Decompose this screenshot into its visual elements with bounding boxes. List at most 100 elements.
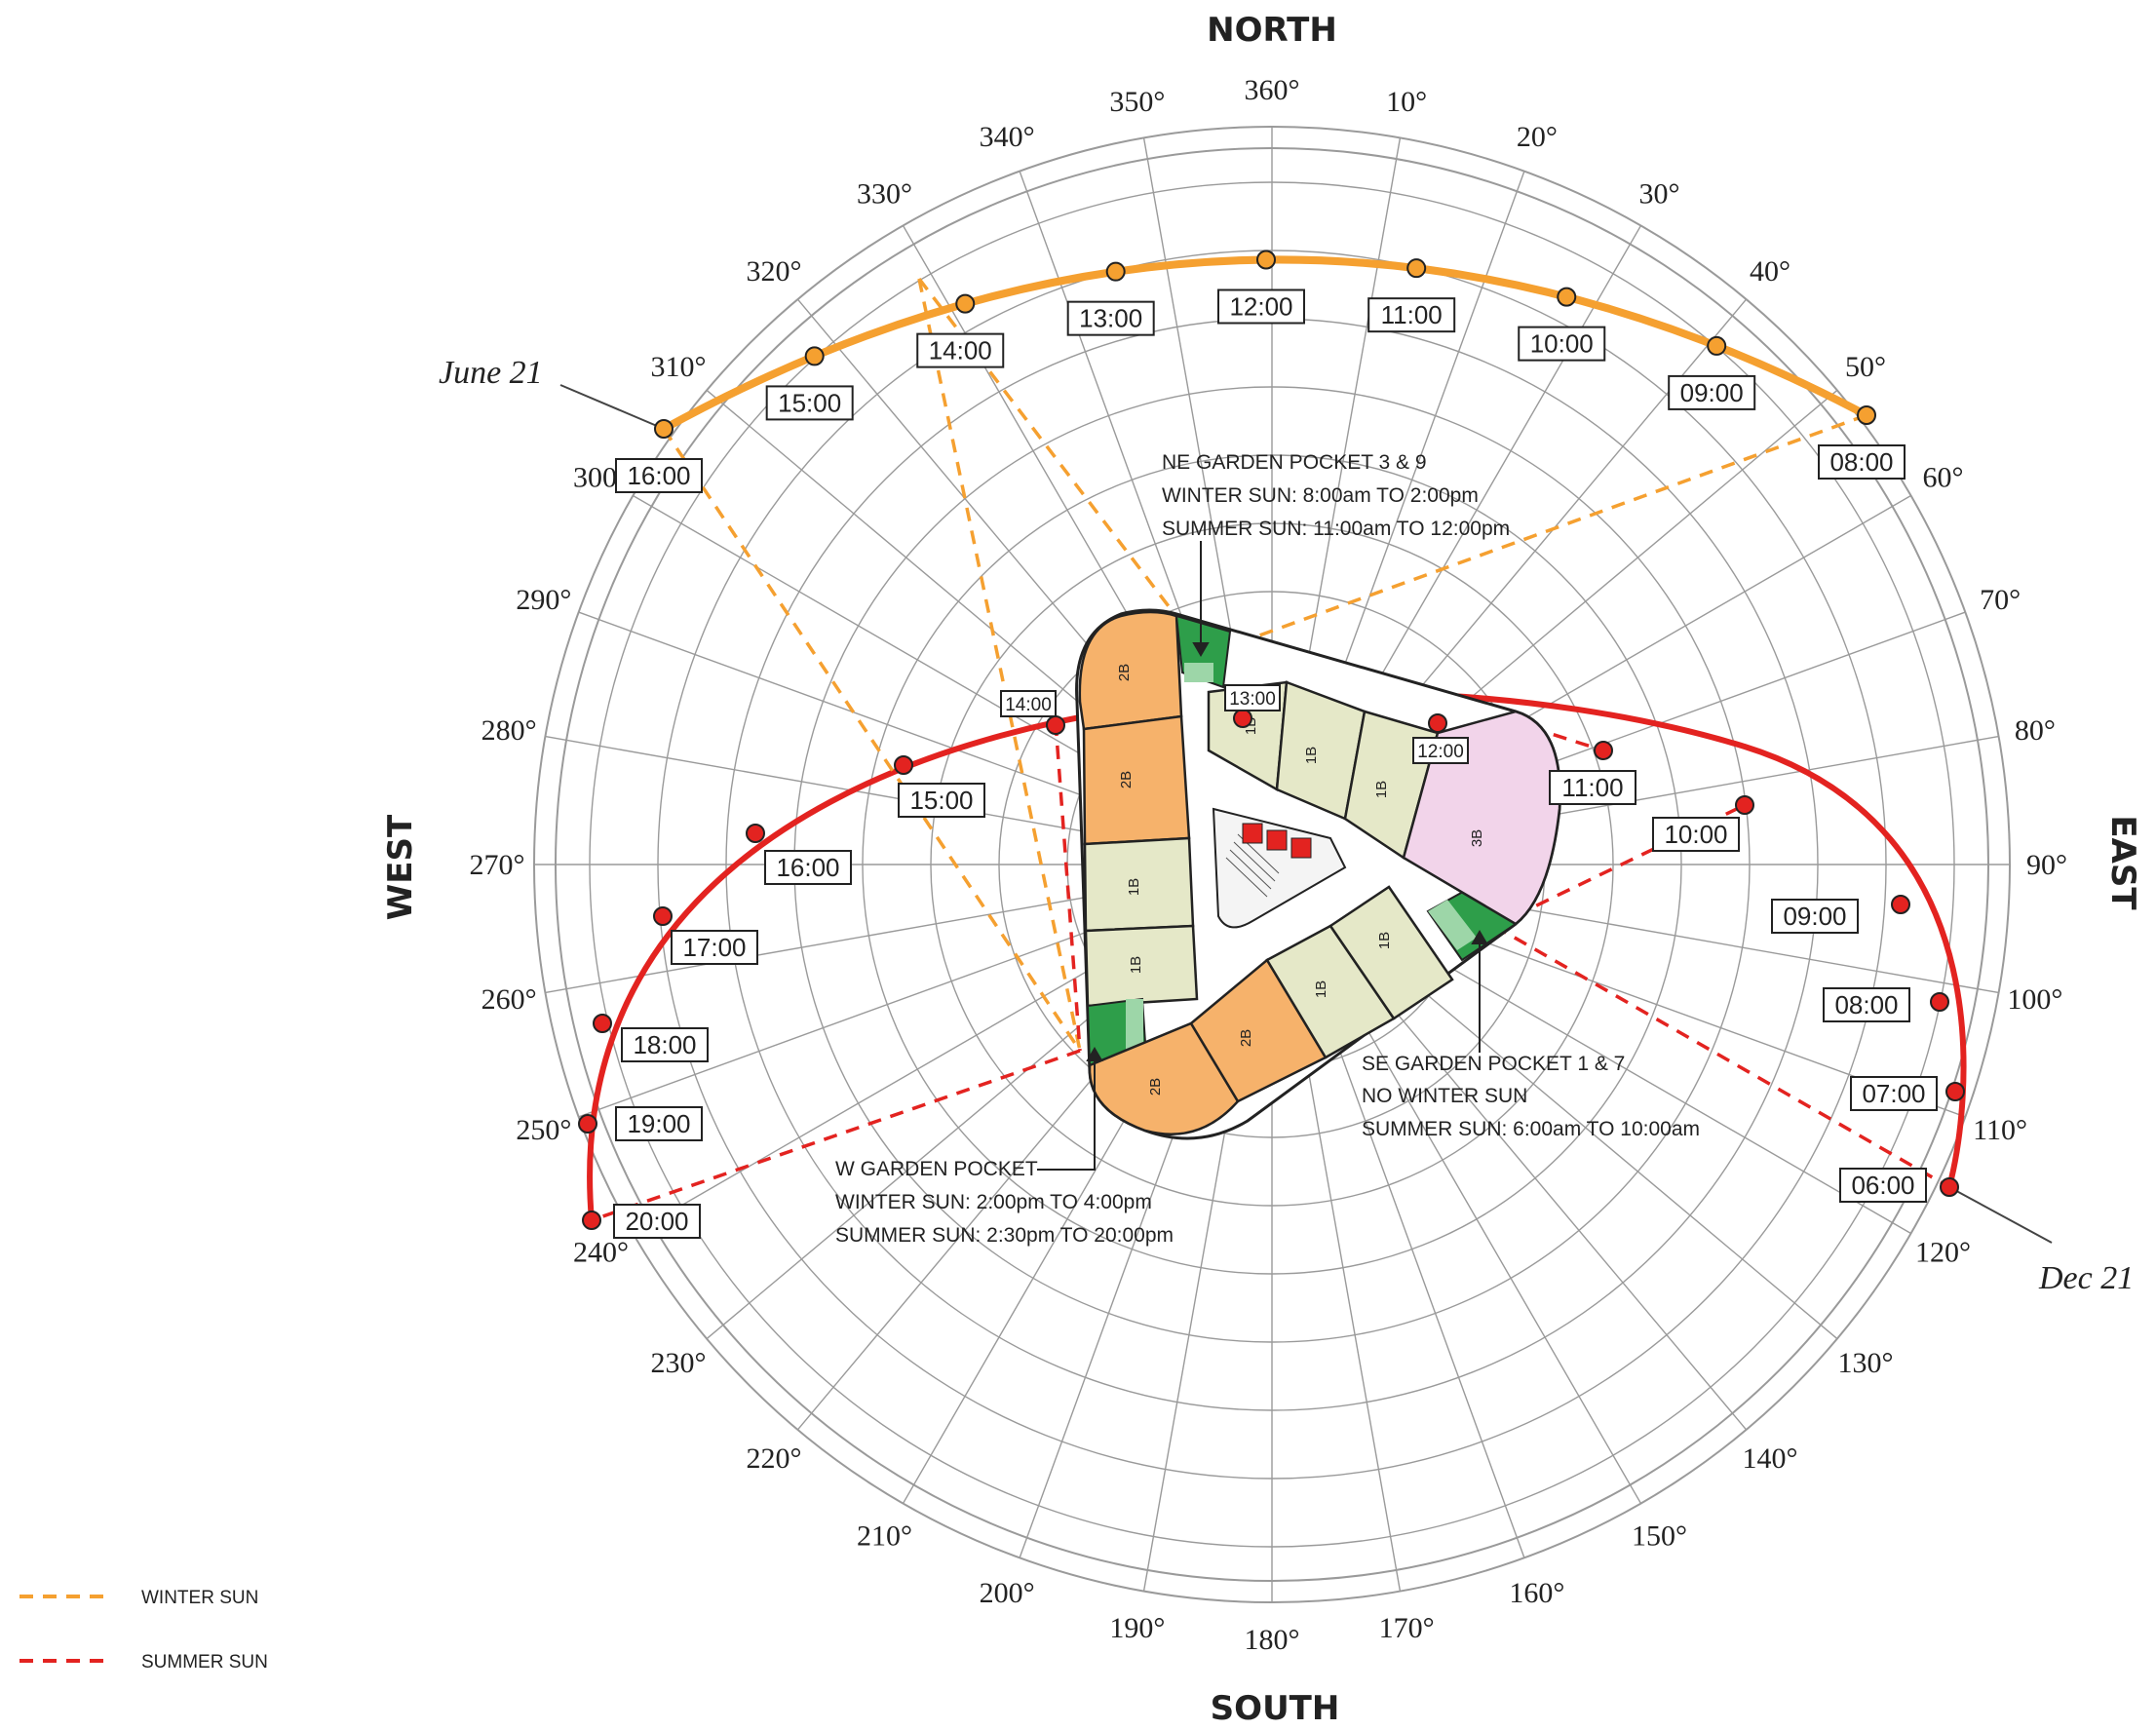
degree-label: 100° [2007,983,2062,1016]
degree-label: 110° [1973,1114,2027,1146]
unit-3b [1402,710,1561,926]
time-label: 15:00 [765,385,854,421]
degree-label: 340° [980,121,1035,153]
time-label: 14:00 [916,332,1005,368]
degree-label: 50° [1845,351,1886,383]
time-label-box [1818,444,1906,480]
time-label: 20:00 [613,1204,701,1239]
unit-label: 1B [1313,980,1329,998]
time-label-text: 12:00 [1417,742,1464,762]
garden-pocket-se-light [1428,900,1477,950]
time-label-text: 16:00 [627,461,690,490]
time-label: 07:00 [1850,1076,1938,1111]
legend-winter-label: WINTER SUN [141,1588,258,1608]
degree-label: 200° [980,1577,1035,1609]
degree-label: 150° [1632,1520,1687,1553]
degree-label: 210° [857,1520,912,1553]
time-label-text: 08:00 [1834,990,1898,1019]
time-label-box [764,850,852,885]
degree-label: 10° [1386,86,1427,118]
degree-label: 60° [1923,462,1964,494]
time-label-text: 11:00 [1561,773,1623,802]
time-label-box [1412,737,1469,764]
degree-label: 130° [1838,1347,1894,1379]
se-garden-note: SE GARDEN POCKET 1 & 7 NO WINTER SUN SUM… [1362,1053,1700,1140]
time-label-box [1224,684,1281,711]
summer-sun-path [587,689,1967,1221]
se-note-title: SE GARDEN POCKET 1 & 7 [1362,1053,1625,1075]
time-label-box [613,1204,701,1239]
degree-label: 80° [2015,714,2056,747]
time-label: 08:00 [1823,987,1910,1022]
time-label-box [1066,300,1155,336]
sun-position-marker [1707,335,1727,356]
time-label-box [1850,1076,1938,1111]
unit-label: 2B [1118,771,1135,788]
time-label-text: 14:00 [929,336,992,365]
sun-position-marker [1857,405,1876,425]
time-label: 09:00 [1771,899,1859,934]
degree-label: 70° [1980,584,2021,616]
sun-position-marker [582,1211,601,1230]
time-label-box [1823,987,1910,1022]
unit-label: 3B [1469,829,1485,847]
unit-label: 1B [1376,932,1393,949]
degree-label: 320° [747,255,802,288]
time-label: 09:00 [1668,374,1756,410]
ne-note-winter: WINTER SUN: 8:00am TO 2:00pm [1162,484,1479,507]
core-lift-2 [1266,829,1288,851]
degree-label: 260° [481,983,537,1016]
degree-label: 310° [651,351,707,383]
time-label-text: 16:00 [776,853,839,882]
unit-label: 2B [1147,1078,1164,1096]
degree-label: 230° [651,1347,707,1379]
degree-label: 160° [1509,1577,1564,1609]
unit-label: 1B [1303,747,1320,764]
time-label-box [1839,1168,1927,1203]
degree-label: 20° [1517,121,1558,153]
degree-label: 280° [481,714,537,747]
time-label-box [1518,326,1606,362]
se-note-winter: NO WINTER SUN [1362,1085,1527,1107]
time-label-text: 15:00 [778,388,841,417]
garden-pocket-ne-light [1184,663,1213,682]
time-label-text: 08:00 [1829,447,1893,477]
sun-position-marker [1105,261,1126,282]
time-label-box [1668,374,1756,410]
annotation-leaders [1037,541,1488,1171]
degree-label: 170° [1379,1612,1435,1644]
unit-label: 1B [1128,956,1144,974]
time-label-text: 20:00 [625,1207,688,1236]
time-label: 14:00 [1000,690,1057,717]
time-label-box [615,1106,703,1141]
time-label-text: 10:00 [1664,820,1727,849]
sun-position-marker [1557,287,1577,307]
time-label-box [916,332,1005,368]
time-label: 19:00 [615,1106,703,1141]
time-label: 16:00 [764,850,852,885]
unit-1b-left-b [1084,924,1199,1008]
degree-label: 350° [1109,86,1165,118]
sun-position-marker [894,755,913,775]
time-label-text: 07:00 [1862,1079,1925,1108]
sun-position-marker [1428,713,1447,733]
sun-position-marker [1594,741,1613,760]
west-label: WEST [381,814,420,920]
time-label-text: 06:00 [1851,1171,1914,1200]
degree-label: 90° [2026,849,2067,881]
time-label: 12:00 [1412,737,1469,764]
time-label-text: 15:00 [909,786,973,815]
degree-label: 120° [1915,1237,1971,1269]
core-lift-3 [1290,837,1312,859]
dec-21-label: Dec 21 [2038,1260,2134,1296]
time-label: 12:00 [1217,288,1305,325]
dec-leader [1948,1186,2053,1244]
time-label-text: 12:00 [1229,292,1292,322]
degree-label: 240° [573,1237,629,1269]
ne-note-summer: SUMMER SUN: 11:00am TO 12:00pm [1162,518,1510,540]
unit-2b-upper [1082,714,1191,846]
unit-label: 2B [1238,1029,1254,1047]
w-note-winter: WINTER SUN: 2:00pm TO 4:00pm [835,1191,1152,1213]
